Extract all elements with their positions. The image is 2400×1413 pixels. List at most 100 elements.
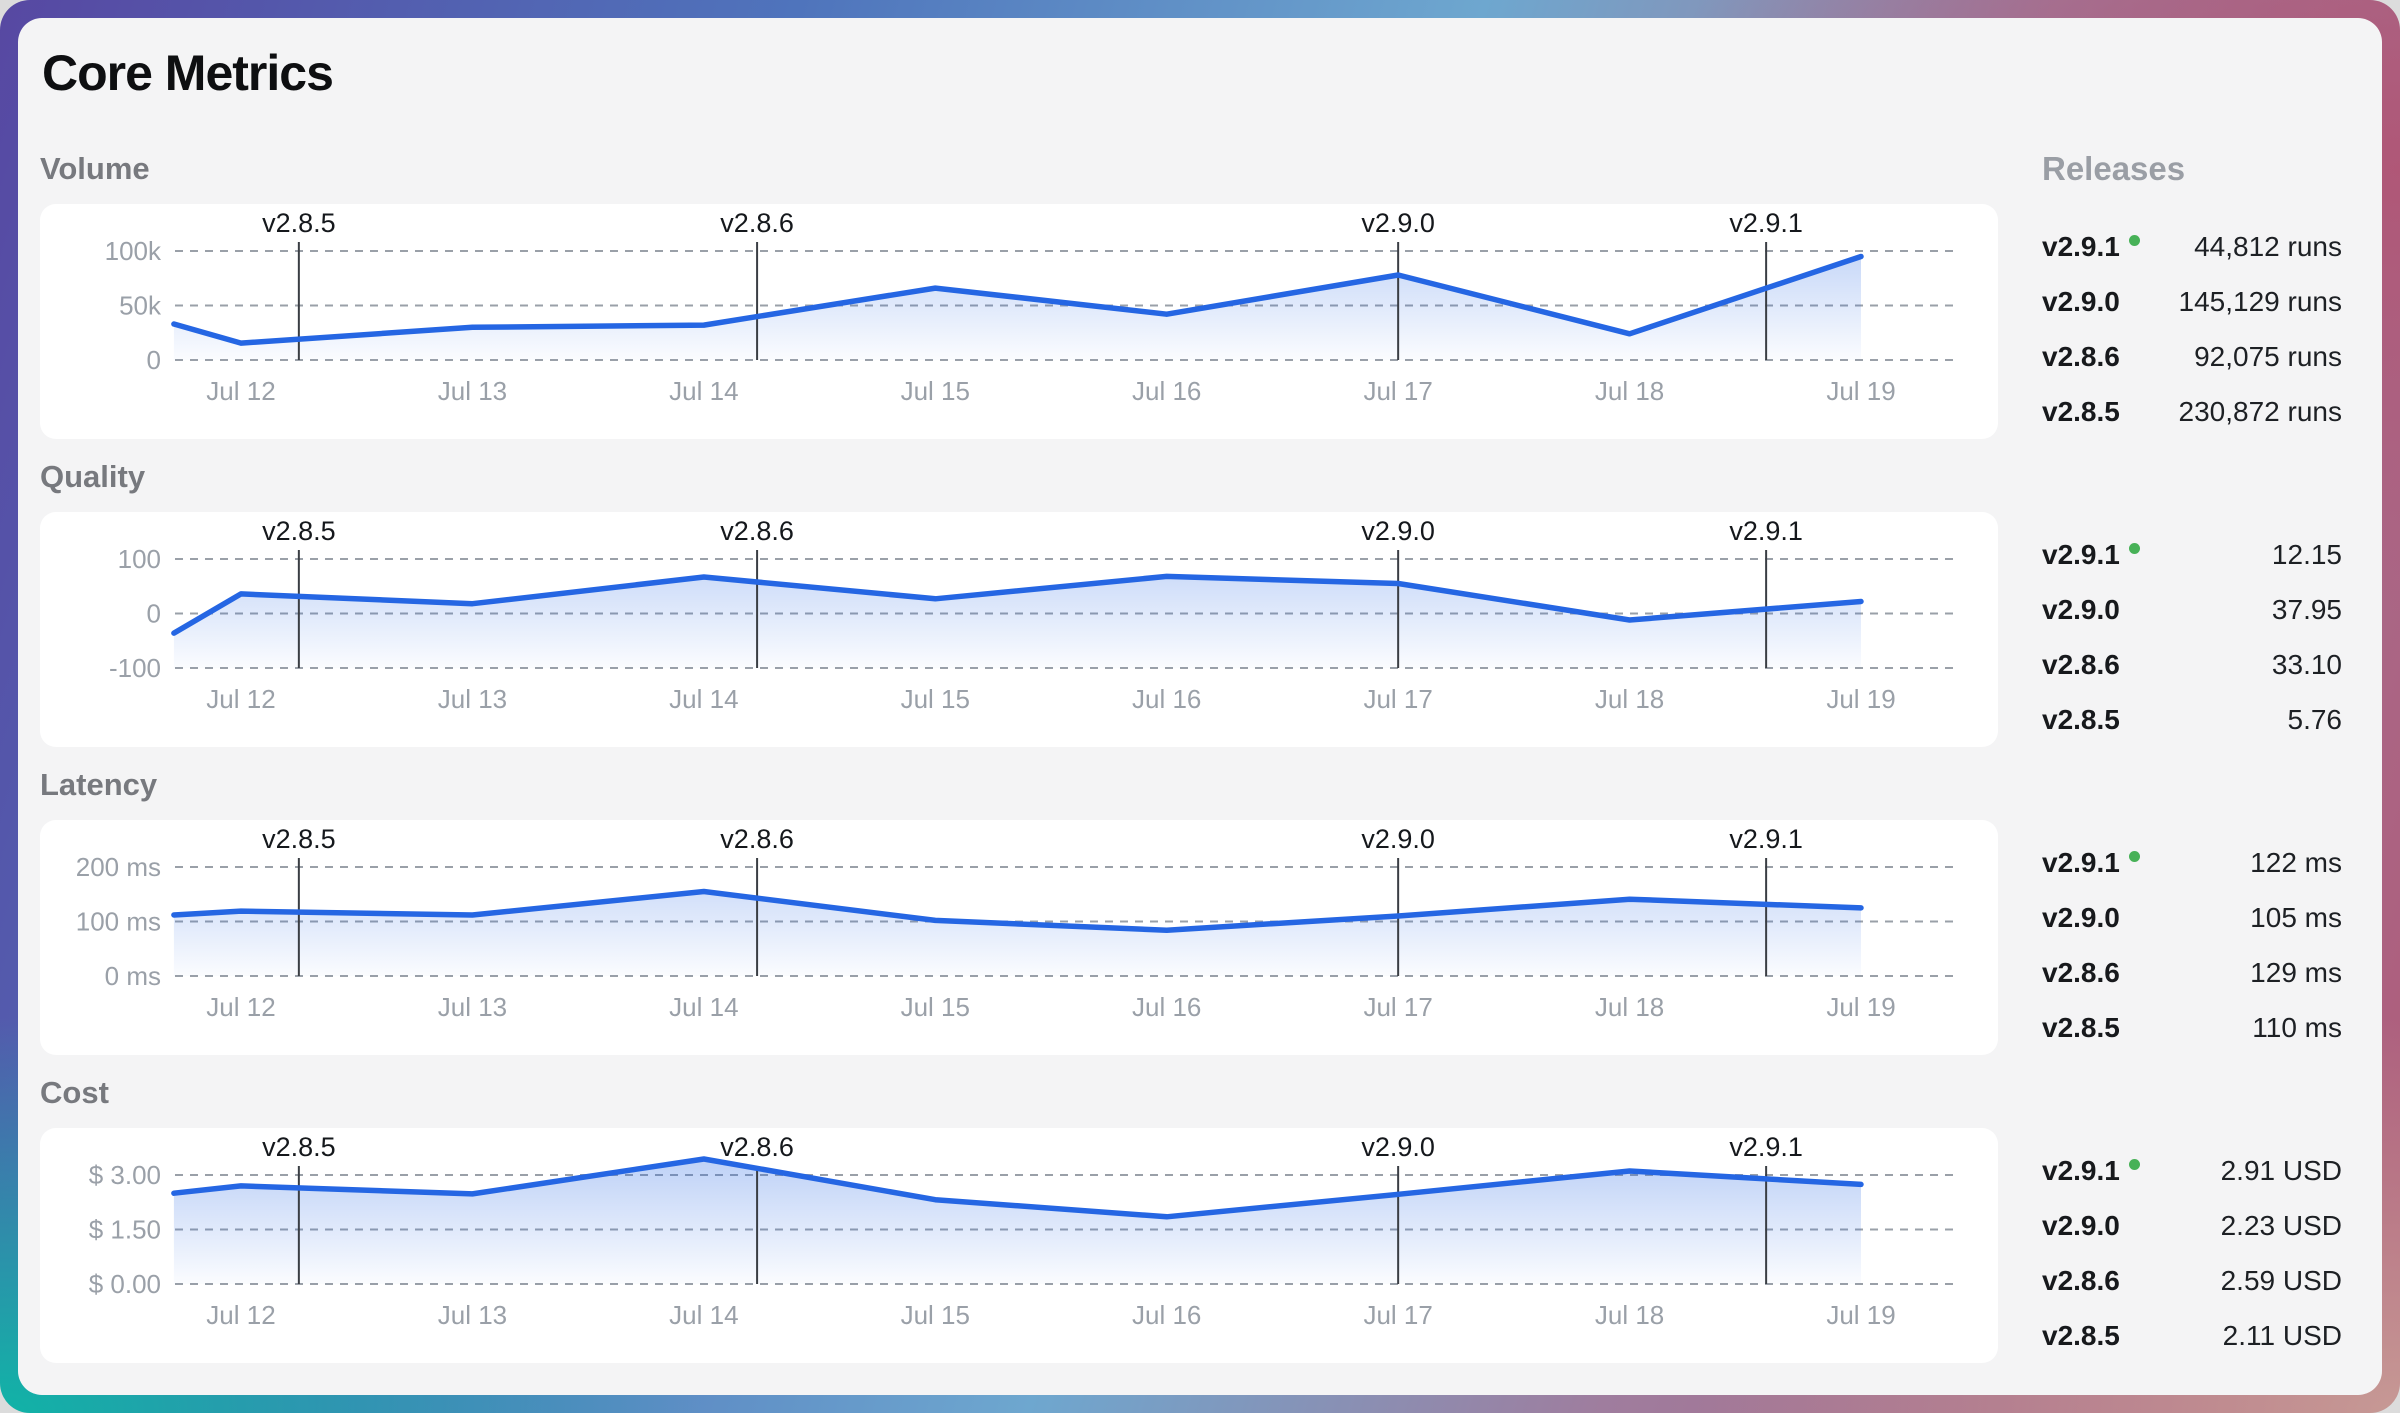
svg-text:Jul 12: Jul 12	[206, 376, 275, 406]
release-row: v2.9.1 12.15	[2042, 528, 2342, 583]
release-value: 2.59 USD	[2220, 1264, 2342, 1296]
svg-text:Jul 17: Jul 17	[1363, 1300, 1432, 1330]
release-row: v2.9.0 145,129 runs	[2042, 275, 2342, 330]
cost-chart-card: $ 3.00 $ 1.50 $ 0.00 Jul 12 Jul 13 Jul 14 Jul …	[40, 1128, 1998, 1363]
svg-text:Jul 17: Jul 17	[1363, 684, 1432, 714]
svg-text:Jul 19: Jul 19	[1826, 1300, 1895, 1330]
spacer-row	[2042, 456, 2342, 498]
charts-column: Volume 100k 50k 0 Jul 12 Jul 13 Jul 14 Jul 15 J…	[40, 148, 1998, 1380]
release-value: 5.76	[2287, 703, 2343, 735]
svg-text:Jul 14: Jul 14	[669, 1300, 738, 1330]
svg-text:Jul 12: Jul 12	[206, 684, 275, 714]
release-value: 145,129 runs	[2178, 286, 2342, 318]
release-value: 105 ms	[2250, 902, 2342, 934]
cost-line-chart: $ 3.00 $ 1.50 $ 0.00 Jul 12 Jul 13 Jul 14 Jul …	[89, 1132, 1956, 1330]
svg-text:Jul 14: Jul 14	[669, 684, 738, 714]
quality-chart-card: 100 0 -100 Jul 12 Jul 13 Jul 14 Jul 15 Jul 16 Ju…	[40, 512, 1998, 747]
release-row: v2.8.5 230,872 runs	[2042, 384, 2342, 439]
svg-text:-100: -100	[109, 653, 161, 683]
svg-text:Jul 17: Jul 17	[1363, 992, 1432, 1022]
svg-text:Jul 15: Jul 15	[901, 1300, 970, 1330]
release-version: v2.8.6	[2042, 648, 2120, 680]
svg-text:Jul 14: Jul 14	[669, 992, 738, 1022]
svg-text:0 ms: 0 ms	[105, 961, 161, 991]
release-value: 92,075 runs	[2194, 340, 2342, 372]
volume-section-label: Volume	[40, 151, 150, 186]
svg-text:v2.8.5: v2.8.5	[262, 516, 336, 546]
svg-text:Jul 16: Jul 16	[1132, 684, 1201, 714]
svg-text:v2.9.1: v2.9.1	[1729, 516, 1803, 546]
release-version: v2.8.5	[2042, 395, 2120, 427]
svg-text:100k: 100k	[105, 236, 162, 266]
latency-section-header: Latency	[40, 764, 1998, 806]
dashboard-body: Volume 100k 50k 0 Jul 12 Jul 13 Jul 14 Jul 15 J…	[40, 148, 2342, 1380]
release-version: v2.8.6	[2042, 956, 2120, 988]
svg-text:Jul 18: Jul 18	[1595, 376, 1664, 406]
release-value: 110 ms	[2252, 1011, 2342, 1043]
release-row: v2.9.0 105 ms	[2042, 891, 2342, 946]
release-row: v2.9.1 2.91 USD	[2042, 1144, 2342, 1199]
release-row: v2.8.6 92,075 runs	[2042, 330, 2342, 385]
svg-text:Jul 15: Jul 15	[901, 376, 970, 406]
release-version: v2.9.0	[2042, 286, 2120, 318]
volume-section-header: Volume	[40, 148, 1998, 190]
latest-release-dot-icon	[2128, 851, 2140, 863]
release-version: v2.9.1	[2042, 1155, 2140, 1187]
svg-text:Jul 16: Jul 16	[1132, 376, 1201, 406]
svg-text:Jul 14: Jul 14	[669, 376, 738, 406]
release-row: v2.9.0 2.23 USD	[2042, 1199, 2342, 1254]
release-row: v2.8.5 2.11 USD	[2042, 1308, 2342, 1363]
quality-line-chart: 100 0 -100 Jul 12 Jul 13 Jul 14 Jul 15 Jul 16 Ju…	[109, 516, 1956, 714]
release-value: 12.15	[2271, 539, 2342, 571]
svg-text:Jul 16: Jul 16	[1132, 1300, 1201, 1330]
release-value: 122 ms	[2250, 847, 2342, 879]
svg-text:Jul 19: Jul 19	[1826, 376, 1895, 406]
svg-text:Jul 15: Jul 15	[901, 684, 970, 714]
release-value: 230,872 runs	[2178, 395, 2342, 427]
quality-section-header: Quality	[40, 456, 1998, 498]
release-version: v2.8.5	[2042, 1011, 2120, 1043]
latency-section-label: Latency	[40, 767, 158, 802]
release-row: v2.8.6 33.10	[2042, 638, 2342, 693]
release-version: v2.8.6	[2042, 340, 2120, 372]
svg-text:Jul 12: Jul 12	[206, 992, 275, 1022]
spacer-row	[2042, 1072, 2342, 1114]
svg-text:Jul 18: Jul 18	[1595, 684, 1664, 714]
svg-text:v2.8.5: v2.8.5	[262, 1132, 336, 1162]
cost-section-label: Cost	[40, 1075, 109, 1110]
latest-release-dot-icon	[2128, 543, 2140, 555]
release-value: 2.23 USD	[2220, 1210, 2342, 1242]
svg-text:Jul 16: Jul 16	[1132, 992, 1201, 1022]
release-version: v2.9.1	[2042, 847, 2140, 879]
svg-text:v2.9.1: v2.9.1	[1729, 208, 1803, 238]
svg-text:v2.8.6: v2.8.6	[720, 824, 794, 854]
release-value: 44,812 runs	[2194, 231, 2342, 263]
svg-text:100: 100	[118, 544, 161, 574]
svg-text:v2.9.0: v2.9.0	[1361, 824, 1435, 854]
svg-text:$ 1.50: $ 1.50	[89, 1215, 161, 1245]
svg-text:Jul 13: Jul 13	[438, 376, 507, 406]
spacer-row	[2042, 764, 2342, 806]
quality-releases-group: v2.9.1 12.15 v2.9.0 37.95 v2.8.6 33.10 v2.8.5 5…	[2042, 512, 2342, 747]
page-title: Core Metrics	[42, 45, 334, 101]
svg-text:$ 0.00: $ 0.00	[89, 1269, 161, 1299]
latency-chart-card: 200 ms 100 ms 0 ms Jul 12 Jul 13 Jul 14 Jul 15…	[40, 820, 1998, 1055]
svg-text:v2.9.0: v2.9.0	[1361, 208, 1435, 238]
svg-text:v2.8.6: v2.8.6	[720, 516, 794, 546]
svg-text:Jul 13: Jul 13	[438, 992, 507, 1022]
release-row: v2.8.6 2.59 USD	[2042, 1254, 2342, 1309]
release-version: v2.9.1	[2042, 231, 2140, 263]
latency-line-chart: 200 ms 100 ms 0 ms Jul 12 Jul 13 Jul 14 Jul 15…	[76, 824, 1956, 1022]
release-version: v2.9.0	[2042, 1210, 2120, 1242]
svg-text:Jul 15: Jul 15	[901, 992, 970, 1022]
release-value: 2.11 USD	[2222, 1319, 2342, 1351]
svg-text:v2.9.0: v2.9.0	[1361, 516, 1435, 546]
release-value: 37.95	[2271, 594, 2342, 626]
volume-releases-group: v2.9.1 44,812 runs v2.9.0 145,129 runs v2.8.…	[2042, 204, 2342, 439]
release-row: v2.8.6 129 ms	[2042, 946, 2342, 1001]
latency-releases-group: v2.9.1 122 ms v2.9.0 105 ms v2.8.6 129 ms v2.8…	[2042, 820, 2342, 1055]
release-row: v2.9.1 122 ms	[2042, 836, 2342, 891]
release-version: v2.9.0	[2042, 902, 2120, 934]
